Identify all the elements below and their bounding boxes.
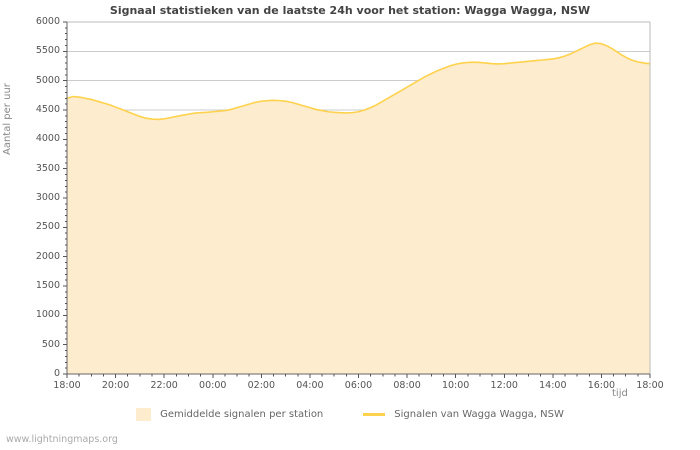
y-tick-label: 1000 [35, 309, 60, 321]
legend-label-station: Signalen van Wagga Wagga, NSW [394, 409, 564, 420]
y-tick-label: 5500 [35, 45, 60, 57]
y-tick-label: 5000 [35, 74, 60, 86]
y-tick-label: 3000 [35, 192, 60, 203]
x-axis-label: tijd [612, 388, 628, 399]
x-tick-label: 22:00 [150, 380, 178, 391]
x-tick-label: 06:00 [344, 380, 373, 391]
y-tick-label: 4000 [35, 133, 60, 145]
chart-legend: Gemiddelde signalen per station Signalen… [0, 408, 700, 421]
legend-label-average: Gemiddelde signalen per station [160, 409, 324, 420]
x-tick-label: 16:00 [587, 380, 616, 391]
legend-area-swatch-icon [136, 408, 152, 421]
chart-title: Signaal statistieken van de laatste 24h … [109, 4, 591, 17]
x-tick-label: 18:00 [53, 380, 81, 391]
x-tick-label: 14:00 [539, 380, 567, 391]
y-tick-label: 1500 [35, 280, 60, 291]
x-tick-label: 02:00 [247, 380, 276, 391]
y-tick-label: 2000 [35, 250, 60, 262]
y-tick-label: 4500 [35, 104, 60, 115]
y-tick-label: 500 [41, 338, 60, 350]
x-tick-label: 10:00 [441, 380, 470, 391]
y-tick-label: 6000 [35, 16, 60, 27]
y-tick-label: 2500 [35, 221, 60, 233]
x-tick-label: 04:00 [296, 380, 324, 391]
y-tick-label: 3500 [35, 162, 60, 174]
legend-line-swatch-icon [363, 413, 386, 416]
x-tick-label: 08:00 [393, 380, 421, 391]
y-tick-label: 0 [53, 368, 60, 379]
legend-item-station: Signalen van Wagga Wagga, NSW [363, 409, 564, 420]
x-tick-label: 00:00 [199, 380, 227, 391]
x-tick-label: 20:00 [101, 380, 130, 391]
legend-item-average: Gemiddelde signalen per station [136, 408, 323, 421]
footer-attribution: www.lightningmaps.org [6, 434, 118, 445]
x-tick-label: 12:00 [490, 380, 518, 391]
x-tick-label: 18:00 [636, 380, 664, 391]
